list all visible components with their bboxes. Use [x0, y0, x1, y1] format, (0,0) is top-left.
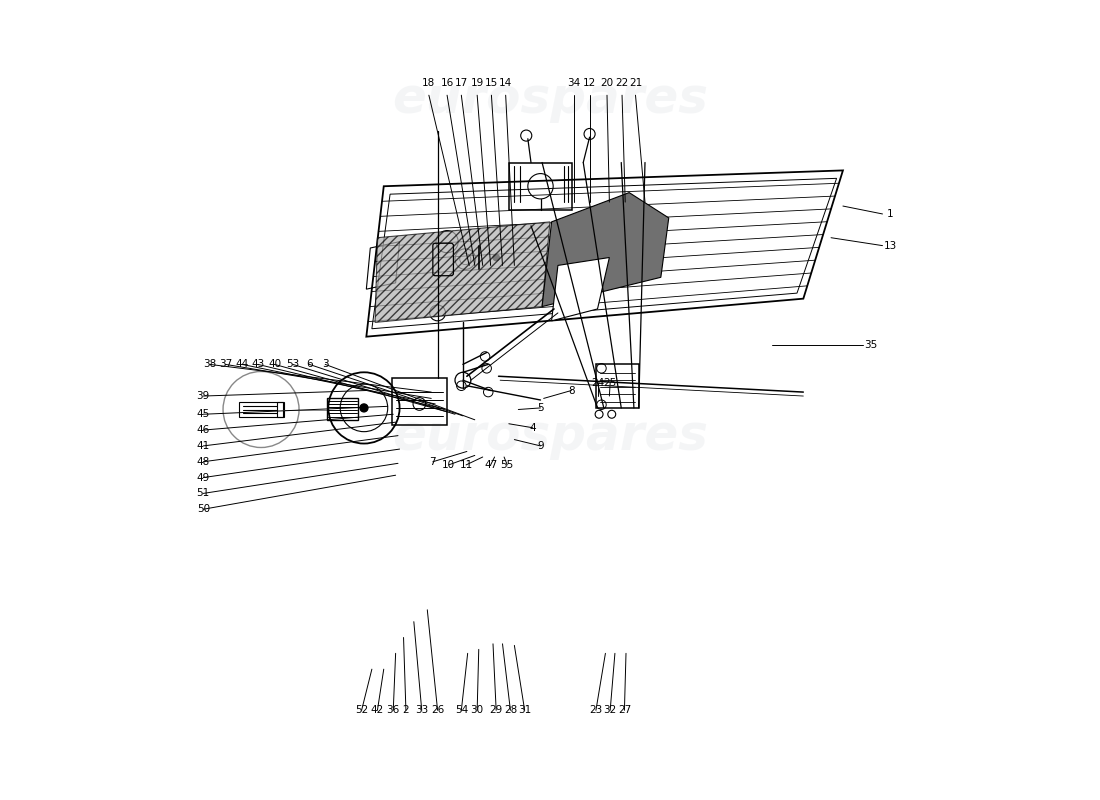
Text: 42: 42 [371, 706, 384, 715]
Text: eurospares: eurospares [392, 75, 708, 123]
Text: 38: 38 [204, 359, 217, 370]
Text: 48: 48 [197, 457, 210, 466]
Text: 46: 46 [197, 425, 210, 435]
Text: 35: 35 [864, 339, 878, 350]
Text: 5: 5 [537, 403, 543, 413]
Polygon shape [542, 193, 669, 306]
Text: 32: 32 [604, 706, 617, 715]
Text: 15: 15 [485, 78, 498, 88]
Text: 1: 1 [887, 209, 893, 219]
Circle shape [493, 254, 499, 261]
Text: 24: 24 [591, 378, 604, 387]
Text: 29: 29 [490, 706, 503, 715]
Text: 19: 19 [471, 78, 484, 88]
Text: 45: 45 [197, 410, 210, 419]
Text: 25: 25 [604, 378, 617, 387]
Text: 6: 6 [306, 359, 312, 370]
Text: 28: 28 [504, 706, 517, 715]
Text: 14: 14 [499, 78, 513, 88]
Text: 12: 12 [583, 78, 596, 88]
Text: 40: 40 [268, 359, 282, 370]
Polygon shape [375, 222, 550, 322]
Text: 8: 8 [568, 386, 574, 395]
Text: 41: 41 [197, 441, 210, 451]
Text: 50: 50 [197, 504, 210, 514]
Text: 3: 3 [322, 359, 329, 370]
Text: 39: 39 [197, 391, 210, 401]
Text: 7: 7 [429, 457, 436, 466]
Text: 55: 55 [500, 460, 514, 470]
Text: 22: 22 [615, 78, 629, 88]
Text: 26: 26 [431, 706, 444, 715]
Circle shape [360, 404, 367, 412]
Text: 23: 23 [590, 706, 603, 715]
Polygon shape [551, 258, 609, 321]
Text: 9: 9 [537, 441, 543, 451]
Text: 53: 53 [286, 359, 299, 370]
Text: 2: 2 [403, 706, 409, 715]
Text: 54: 54 [454, 706, 467, 715]
Text: 4: 4 [529, 422, 536, 433]
Text: 10: 10 [442, 460, 455, 470]
Text: 18: 18 [422, 78, 436, 88]
Text: 27: 27 [618, 706, 631, 715]
Text: 51: 51 [197, 489, 210, 498]
Text: 49: 49 [197, 473, 210, 482]
Text: eurospares: eurospares [392, 412, 708, 460]
Text: 36: 36 [386, 706, 400, 715]
Text: 37: 37 [219, 359, 232, 370]
Text: 30: 30 [471, 706, 484, 715]
Text: 16: 16 [440, 78, 453, 88]
Text: 47: 47 [484, 460, 497, 470]
Text: 43: 43 [251, 359, 264, 370]
Text: 21: 21 [629, 78, 642, 88]
Text: 34: 34 [568, 78, 581, 88]
Text: 13: 13 [883, 241, 896, 250]
Text: 44: 44 [235, 359, 249, 370]
Text: 20: 20 [601, 78, 614, 88]
Text: 52: 52 [355, 706, 368, 715]
Text: 11: 11 [460, 460, 473, 470]
Text: 31: 31 [518, 706, 531, 715]
Text: 33: 33 [415, 706, 428, 715]
Text: 17: 17 [454, 78, 467, 88]
